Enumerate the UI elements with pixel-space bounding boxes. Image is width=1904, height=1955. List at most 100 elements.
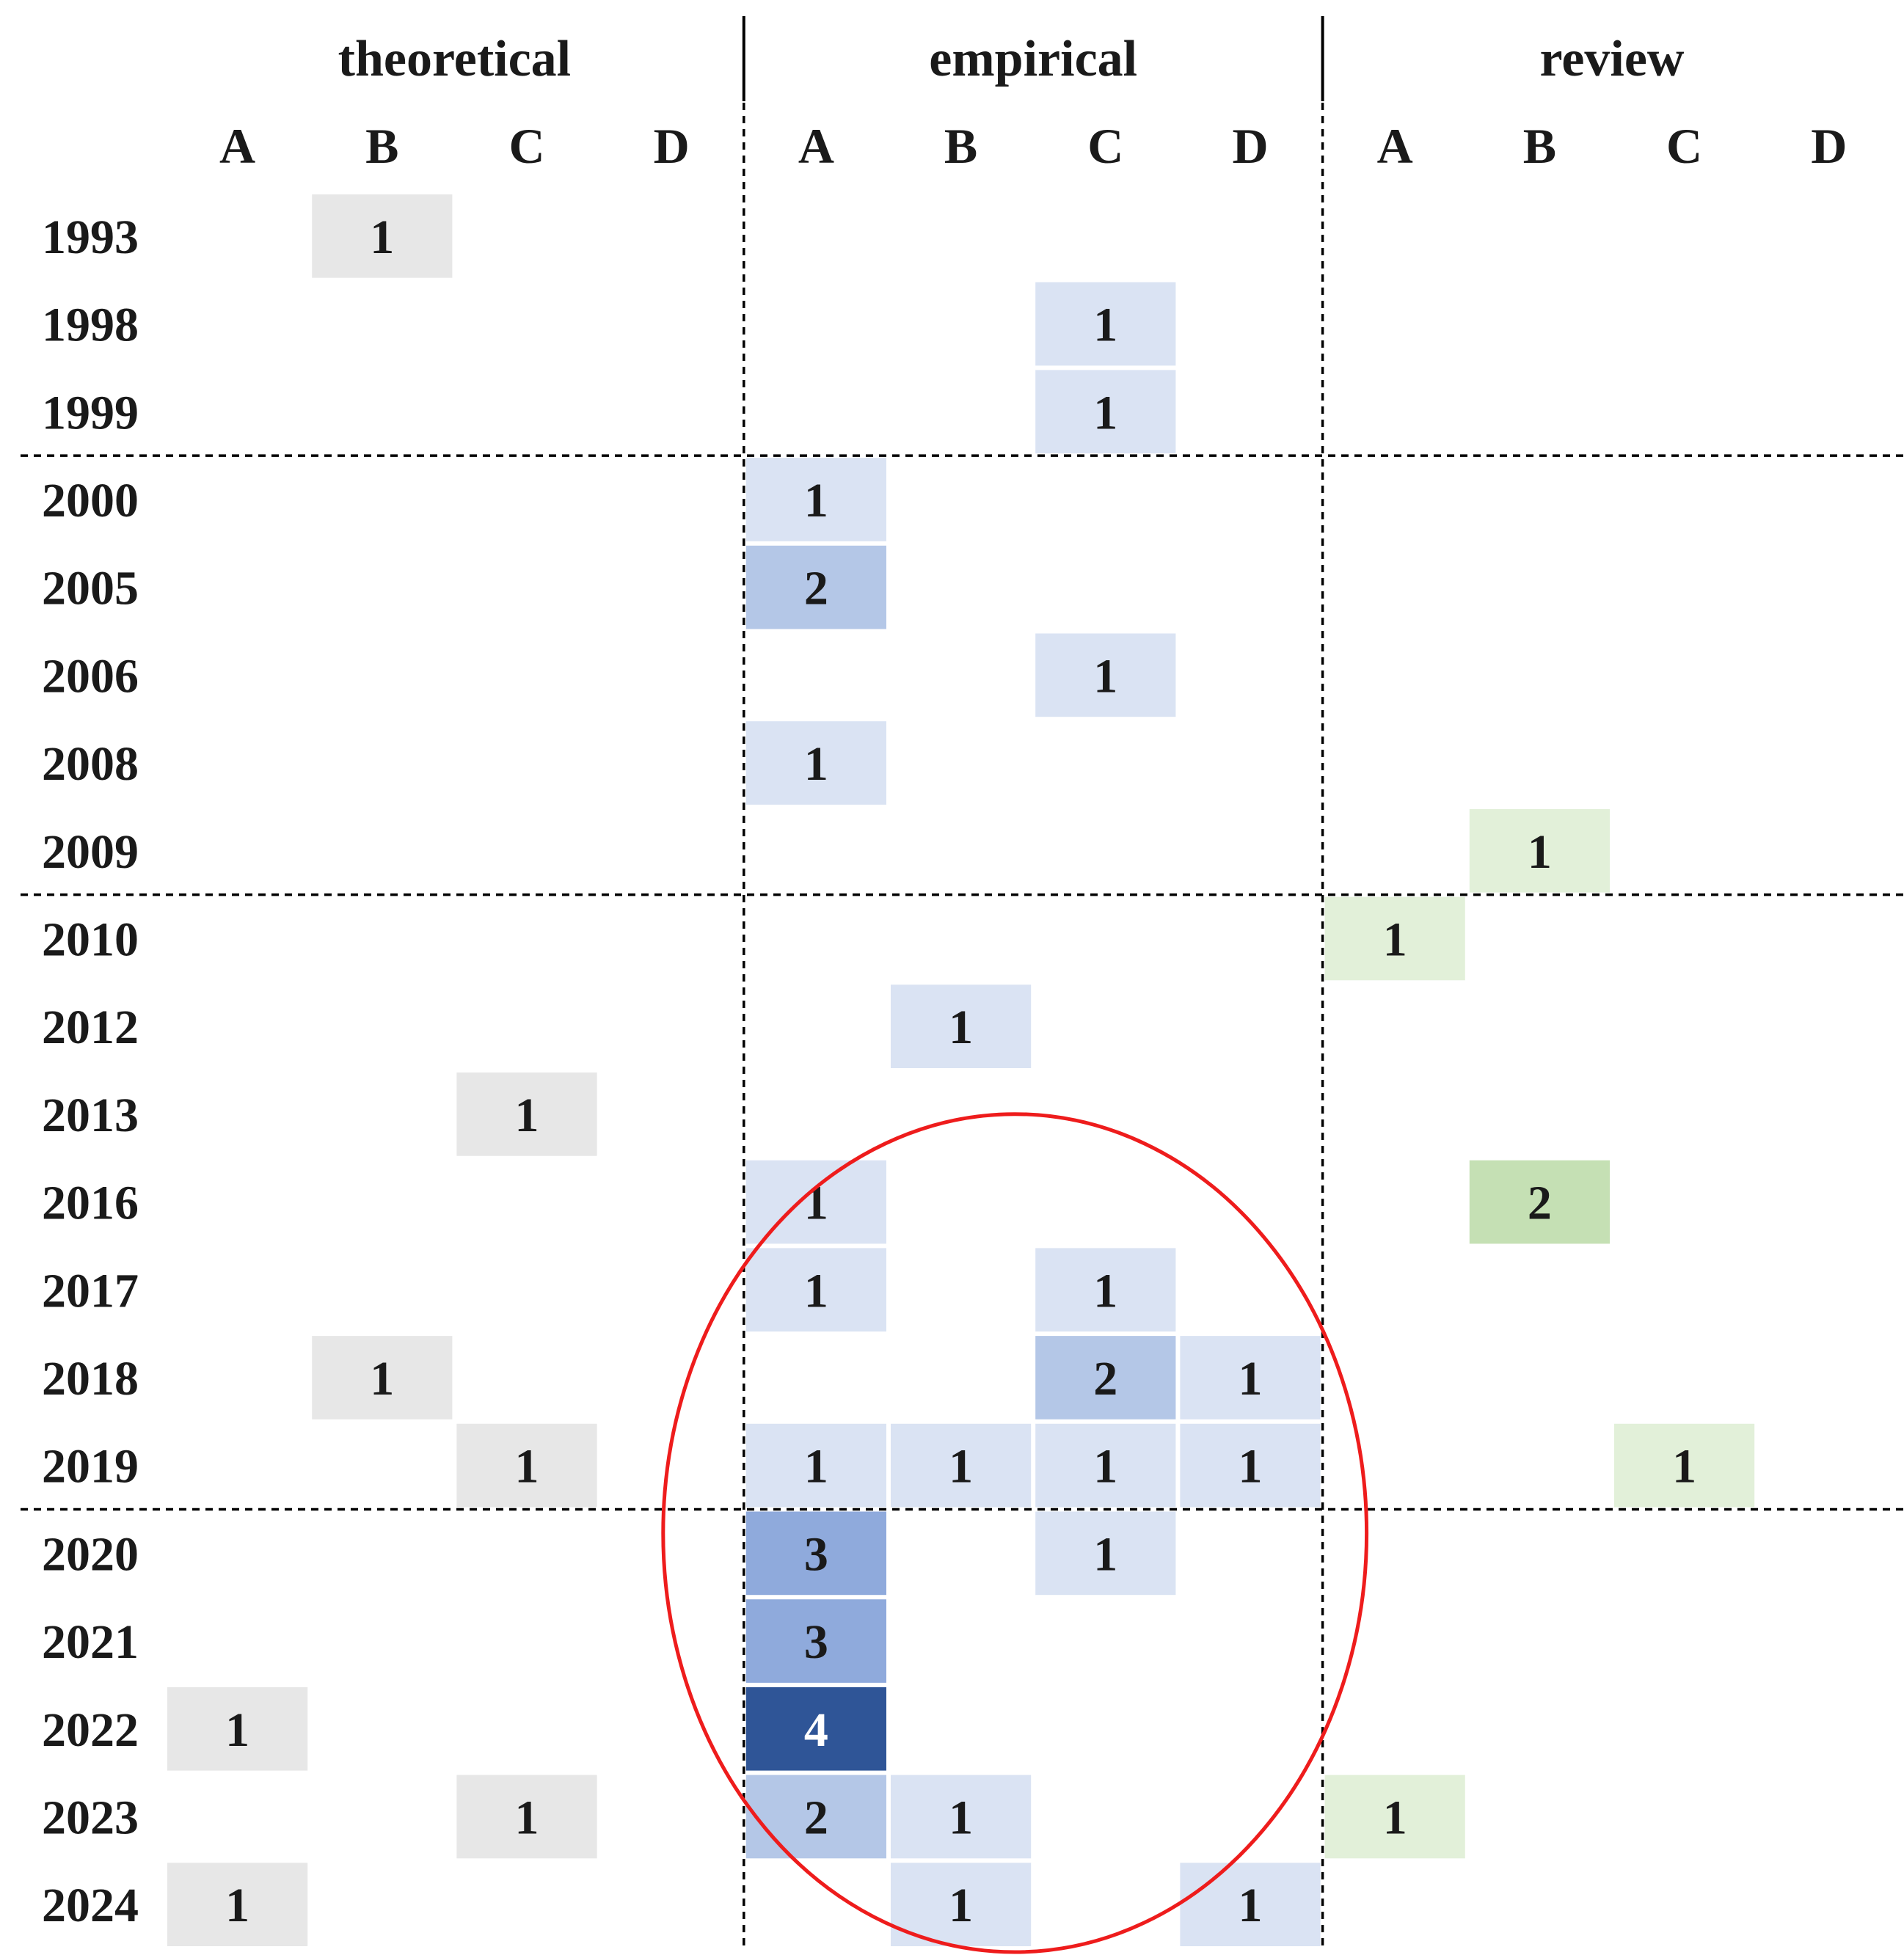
column-label-review-A: A <box>1377 118 1413 174</box>
row-label-2022: 2022 <box>42 1703 139 1757</box>
cell-value-2019-theoretical-C: 1 <box>515 1440 539 1494</box>
column-label-theoretical-A: A <box>219 118 255 174</box>
heatmap-cell-2019-empirical-A <box>745 1423 886 1508</box>
cell-value-2024-empirical-D: 1 <box>1239 1879 1263 1932</box>
column-label-theoretical-C: C <box>508 118 544 174</box>
row-label-2000: 2000 <box>42 474 139 527</box>
heatmap-cell-2009-review-B <box>1469 808 1610 893</box>
heatmap-cell-2019-empirical-D <box>1180 1423 1321 1508</box>
heatmap-cell-2005-empirical-A <box>745 545 886 629</box>
row-label-2024: 2024 <box>42 1879 139 1932</box>
row-label-2017: 2017 <box>42 1264 139 1318</box>
cell-value-2016-review-B: 2 <box>1528 1177 1552 1230</box>
column-label-empirical-A: A <box>798 118 834 174</box>
heatmap-cell-2019-empirical-B <box>891 1423 1032 1508</box>
cell-value-2023-empirical-A: 2 <box>804 1791 828 1844</box>
heatmap-cell-2018-theoretical-B <box>312 1336 453 1419</box>
column-label-empirical-D: D <box>1232 118 1268 174</box>
heatmap-cell-1993-theoretical-B <box>312 194 453 278</box>
cell-value-1993-theoretical-B: 1 <box>370 211 394 264</box>
cell-value-2016-empirical-A: 1 <box>804 1177 828 1230</box>
heatmap-cell-1998-empirical-C <box>1035 282 1176 366</box>
row-label-2016: 2016 <box>42 1177 139 1230</box>
column-label-theoretical-D: D <box>654 118 690 174</box>
heatmap-cell-2017-empirical-A <box>745 1248 886 1332</box>
heatmap-cell-2019-review-C <box>1614 1423 1755 1508</box>
heatmap-cell-2022-empirical-A <box>745 1687 886 1771</box>
heatmap-cell-2000-empirical-A <box>745 458 886 541</box>
heatmap-cell-2020-empirical-C <box>1035 1511 1176 1596</box>
heatmap-cell-2021-empirical-A <box>745 1599 886 1683</box>
cell-value-2012-empirical-B: 1 <box>949 1001 973 1054</box>
heatmap-cell-2016-review-B <box>1469 1160 1610 1244</box>
group-label-empirical: empirical <box>929 31 1137 87</box>
column-label-review-B: B <box>1523 118 1556 174</box>
cell-value-2020-empirical-C: 1 <box>1093 1527 1117 1581</box>
cell-value-2023-theoretical-C: 1 <box>515 1791 539 1844</box>
cell-value-2020-empirical-A: 3 <box>804 1527 828 1581</box>
cell-value-2019-review-C: 1 <box>1672 1440 1696 1494</box>
cell-value-2019-empirical-C: 1 <box>1093 1440 1117 1494</box>
column-label-theoretical-B: B <box>365 118 398 174</box>
heatmap-cell-2020-empirical-A <box>745 1511 886 1596</box>
row-label-2012: 2012 <box>42 1001 139 1054</box>
cell-value-1998-empirical-C: 1 <box>1093 299 1117 352</box>
heatmap-cell-2023-review-A <box>1324 1775 1465 1859</box>
heatmap-cell-2013-theoretical-C <box>456 1072 597 1156</box>
heatmap-cell-2023-empirical-B <box>891 1775 1032 1859</box>
cell-value-2019-empirical-A: 1 <box>804 1440 828 1494</box>
row-label-2005: 2005 <box>42 562 139 615</box>
heatmap-cell-2023-empirical-A <box>745 1775 886 1859</box>
cell-value-2018-empirical-C: 2 <box>1093 1352 1117 1406</box>
cell-value-2019-empirical-D: 1 <box>1239 1440 1263 1494</box>
cell-value-2005-empirical-A: 2 <box>804 562 828 615</box>
row-label-2006: 2006 <box>42 649 139 703</box>
cell-value-2023-empirical-B: 1 <box>949 1791 973 1844</box>
cell-value-2019-empirical-B: 1 <box>949 1440 973 1494</box>
cell-value-2010-review-A: 1 <box>1383 913 1407 966</box>
row-label-2021: 2021 <box>42 1615 139 1669</box>
highlight-ellipse <box>661 1112 1369 1954</box>
cell-value-2000-empirical-A: 1 <box>804 474 828 527</box>
row-label-2009: 2009 <box>42 825 139 879</box>
heatmap-cell-2019-theoretical-C <box>456 1423 597 1508</box>
cell-value-2017-empirical-A: 1 <box>804 1264 828 1318</box>
cell-value-2008-empirical-A: 1 <box>804 737 828 791</box>
cell-value-2009-review-B: 1 <box>1528 825 1552 879</box>
cell-value-2017-empirical-C: 1 <box>1093 1264 1117 1318</box>
column-label-empirical-C: C <box>1087 118 1123 174</box>
row-label-2008: 2008 <box>42 737 139 791</box>
cell-value-2006-empirical-C: 1 <box>1093 649 1117 703</box>
cell-value-1999-empirical-C: 1 <box>1093 386 1117 439</box>
group-label-review: review <box>1540 31 1685 87</box>
cell-value-2018-theoretical-B: 1 <box>370 1352 394 1406</box>
cell-value-2023-review-A: 1 <box>1383 1791 1407 1844</box>
row-label-2019: 2019 <box>42 1440 139 1494</box>
row-label-1998: 1998 <box>42 299 139 352</box>
heatmap-cell-2024-theoretical-A <box>167 1863 308 1946</box>
row-label-2013: 2013 <box>42 1089 139 1142</box>
cell-value-2018-empirical-D: 1 <box>1239 1352 1263 1406</box>
column-label-review-D: D <box>1811 118 1847 174</box>
heatmap-cell-2024-empirical-B <box>891 1863 1032 1946</box>
heatmap-cell-2024-empirical-D <box>1180 1863 1321 1946</box>
cell-value-2024-theoretical-A: 1 <box>225 1879 249 1932</box>
heatmap-cell-2008-empirical-A <box>745 721 886 805</box>
heatmap-cell-2012-empirical-B <box>891 984 1032 1068</box>
heatmap-cell-2016-empirical-A <box>745 1160 886 1244</box>
heatmap-cell-1999-empirical-C <box>1035 370 1176 454</box>
row-label-2018: 2018 <box>42 1352 139 1406</box>
heatmap-cell-2019-empirical-C <box>1035 1423 1176 1508</box>
cell-value-2022-theoretical-A: 1 <box>225 1703 249 1757</box>
row-label-2020: 2020 <box>42 1527 139 1581</box>
heatmap-cell-2022-theoretical-A <box>167 1687 308 1771</box>
row-label-2010: 2010 <box>42 913 139 966</box>
cell-value-2021-empirical-A: 3 <box>804 1615 828 1669</box>
cell-value-2022-empirical-A: 4 <box>804 1703 828 1757</box>
heatmap-cell-2006-empirical-C <box>1035 633 1176 717</box>
heatmap-cell-2018-empirical-D <box>1180 1336 1321 1419</box>
heatmap-cell-2017-empirical-C <box>1035 1248 1176 1332</box>
group-label-theoretical: theoretical <box>338 31 571 87</box>
heatmap-cell-2018-empirical-C <box>1035 1336 1176 1419</box>
